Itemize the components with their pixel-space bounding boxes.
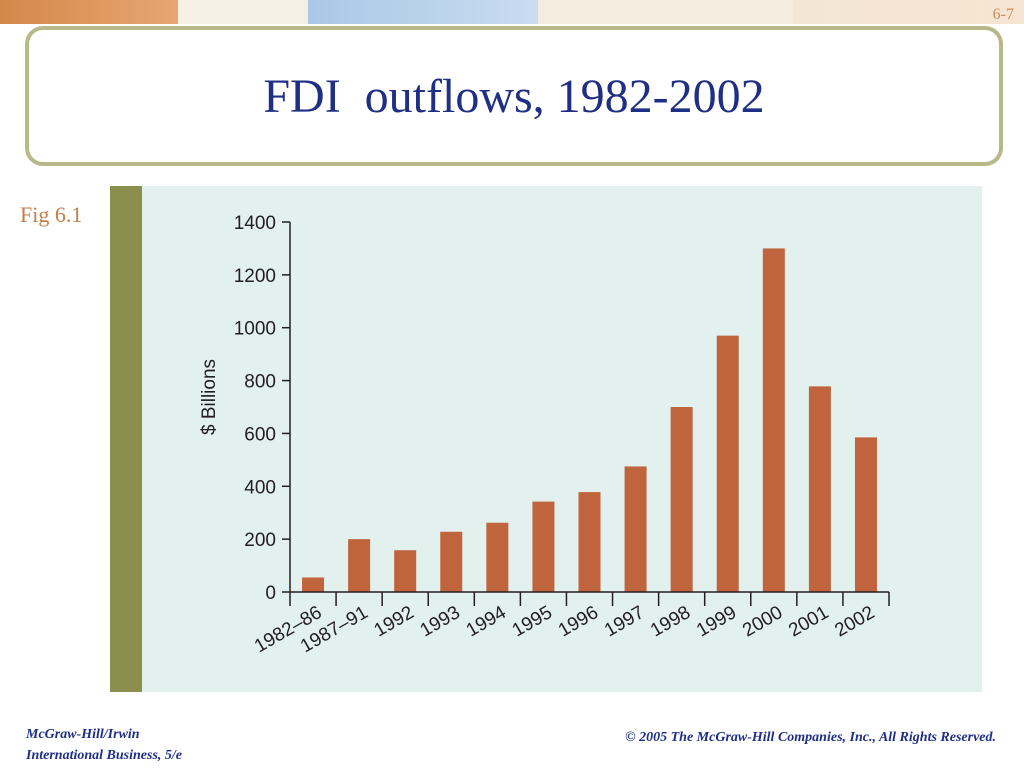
strip-segment: [793, 0, 1024, 24]
bar: [394, 550, 417, 592]
bar: [486, 522, 509, 592]
bars: [302, 248, 877, 592]
bar: [716, 335, 739, 592]
figure-label: Fig 6.1: [20, 202, 83, 227]
bar: [762, 248, 785, 592]
y-tick-label: 400: [244, 477, 276, 498]
strip-segment: [178, 0, 308, 24]
title-box: FDI outflows, 1982-2002: [25, 26, 1003, 166]
x-tick-label: 1997: [601, 602, 648, 641]
y-tick-label: 800: [244, 372, 276, 393]
y-tick-label: 1400: [234, 213, 276, 234]
chart-panel: [110, 186, 982, 692]
y-axis: 0 200 400 600 800 1000 1200 1400: [234, 213, 291, 604]
y-tick-label: 200: [244, 530, 276, 551]
bar: [532, 501, 555, 592]
y-tick-label: 600: [244, 424, 276, 445]
y-tick-label: 1200: [234, 266, 276, 287]
y-axis-label: $ Billions: [199, 359, 220, 435]
top-decorative-strip: [0, 0, 1024, 24]
x-tick-label: 2000: [739, 602, 786, 641]
x-tick-label: 1999: [693, 602, 740, 641]
x-tick-label: 1995: [509, 602, 556, 641]
chart-side-band: [110, 186, 142, 692]
bar: [854, 437, 877, 592]
x-tick-label: 2001: [785, 602, 832, 641]
footer-publisher: McGraw-Hill/Irwin International Business…: [26, 724, 182, 766]
x-tick-label: 1992: [371, 602, 418, 641]
footer-publisher-line1: McGraw-Hill/Irwin: [26, 727, 140, 742]
bar: [302, 577, 325, 592]
bar: [348, 539, 371, 592]
strip-segment: [308, 0, 538, 24]
slide-title: FDI outflows, 1982-2002: [263, 69, 765, 123]
x-tick-label: 1993: [417, 602, 464, 641]
bar: [808, 386, 831, 592]
bar: [440, 531, 463, 592]
x-tick-label: 1994: [463, 602, 510, 642]
x-axis: 1982–861987–9119921993199419951996199719…: [251, 591, 890, 657]
y-tick-label: 0: [265, 583, 276, 604]
bar: [578, 492, 601, 592]
strip-segment: [538, 0, 793, 24]
x-tick-label: 1998: [647, 602, 694, 641]
bar: [624, 466, 647, 592]
bar: [670, 407, 693, 592]
strip-segment: [0, 0, 178, 24]
footer-publisher-line2: International Business, 5/e: [26, 748, 182, 763]
x-tick-label: 1996: [555, 602, 602, 641]
y-tick-label: 1000: [234, 319, 276, 340]
slide-number: 6-7: [992, 6, 1014, 23]
footer-copyright: © 2005 The McGraw-Hill Companies, Inc., …: [625, 730, 996, 745]
x-tick-label: 2002: [831, 602, 878, 641]
